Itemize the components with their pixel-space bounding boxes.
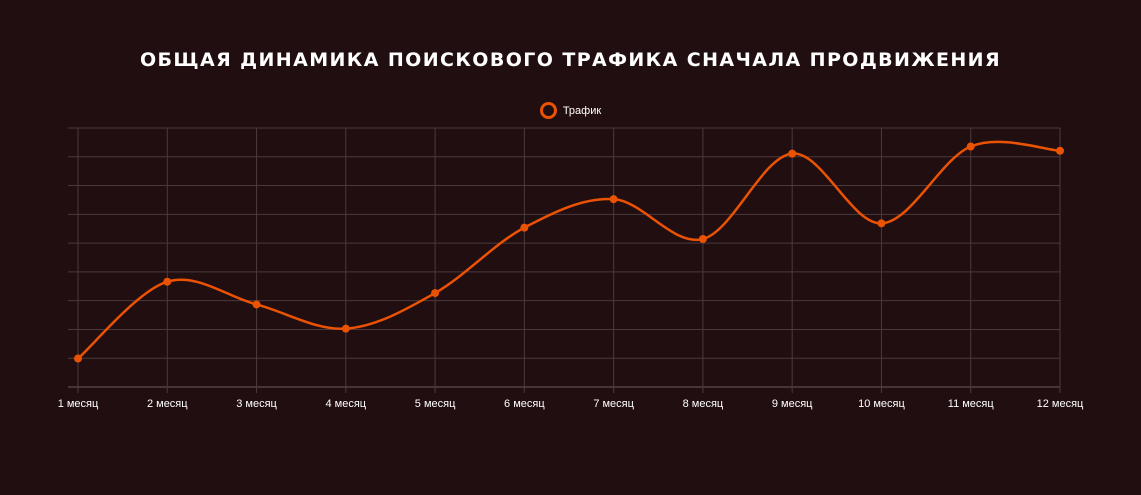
data-point-11[interactable] xyxy=(966,142,975,151)
data-point-3[interactable] xyxy=(252,300,261,309)
data-points xyxy=(74,142,1064,363)
data-point-9[interactable] xyxy=(788,149,797,158)
x-tick-label: 10 месяц xyxy=(858,398,905,410)
x-tick-label: 6 месяц xyxy=(504,398,545,410)
legend-label-traffic: Трафик xyxy=(562,104,602,117)
data-point-2[interactable] xyxy=(163,277,172,286)
legend-swatch-traffic xyxy=(539,102,557,119)
x-tick-label: 2 месяц xyxy=(147,398,188,410)
grid xyxy=(68,127,1061,393)
series-line-layer xyxy=(76,140,1062,360)
data-point-1[interactable] xyxy=(74,354,82,363)
x-tick-label: 8 месяц xyxy=(683,398,724,410)
legend[interactable]: Трафик xyxy=(0,102,1141,119)
data-point-4[interactable] xyxy=(341,324,350,333)
x-tick-label: 12 месяц xyxy=(1037,398,1084,410)
data-point-12[interactable] xyxy=(1056,146,1064,155)
data-point-8[interactable] xyxy=(698,235,707,243)
x-tick-label: 7 месяц xyxy=(593,398,634,410)
x-tick-label: 11 месяц xyxy=(948,398,995,410)
data-point-6[interactable] xyxy=(520,223,529,232)
series-line-traffic xyxy=(76,140,1062,360)
x-tick-label: 3 месяц xyxy=(236,398,277,410)
x-axis: 1 месяц 2 месяц 3 месяц 4 месяц 5 месяц 6 мес… xyxy=(58,398,1084,410)
data-point-7[interactable] xyxy=(609,195,618,204)
x-tick-label: 1 месяц xyxy=(58,398,99,410)
x-tick-label: 9 месяц xyxy=(772,398,813,410)
x-tick-label: 4 месяц xyxy=(326,398,367,410)
data-point-10[interactable] xyxy=(877,219,886,228)
chart-title: ОБЩАЯ ДИНАМИКА ПОИСКОВОГО ТРАФИКА СНАЧАЛ… xyxy=(140,49,1001,71)
data-point-5[interactable] xyxy=(431,289,440,298)
x-tick-label: 5 месяц xyxy=(415,398,456,410)
